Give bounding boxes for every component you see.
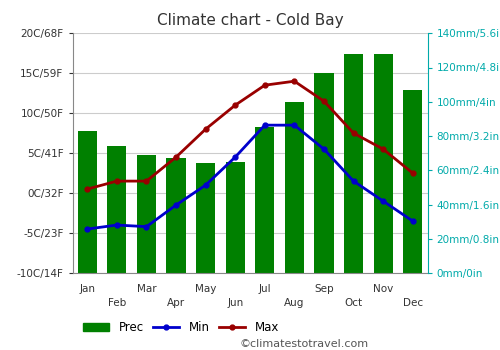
- Text: Jul: Jul: [258, 284, 271, 294]
- Bar: [226, 162, 245, 273]
- Bar: [166, 158, 186, 273]
- Text: Dec: Dec: [402, 298, 423, 308]
- Bar: [344, 54, 363, 273]
- Text: Nov: Nov: [373, 284, 393, 294]
- Text: Feb: Feb: [108, 298, 126, 308]
- Text: May: May: [195, 284, 216, 294]
- Bar: [285, 102, 304, 273]
- Text: Jun: Jun: [227, 298, 244, 308]
- Bar: [374, 54, 392, 273]
- Legend: Prec, Min, Max: Prec, Min, Max: [78, 317, 284, 339]
- Bar: [314, 73, 334, 273]
- Text: Apr: Apr: [167, 298, 185, 308]
- Text: Sep: Sep: [314, 284, 334, 294]
- Text: ©climatestotravel.com: ©climatestotravel.com: [240, 339, 368, 349]
- Bar: [403, 90, 422, 273]
- Text: Oct: Oct: [344, 298, 362, 308]
- Text: Jan: Jan: [80, 284, 96, 294]
- Text: Aug: Aug: [284, 298, 304, 308]
- Bar: [78, 131, 97, 273]
- Bar: [137, 155, 156, 273]
- Title: Climate chart - Cold Bay: Climate chart - Cold Bay: [156, 13, 344, 28]
- Text: Mar: Mar: [136, 284, 156, 294]
- Bar: [196, 163, 215, 273]
- Bar: [108, 146, 126, 273]
- Bar: [255, 127, 274, 273]
